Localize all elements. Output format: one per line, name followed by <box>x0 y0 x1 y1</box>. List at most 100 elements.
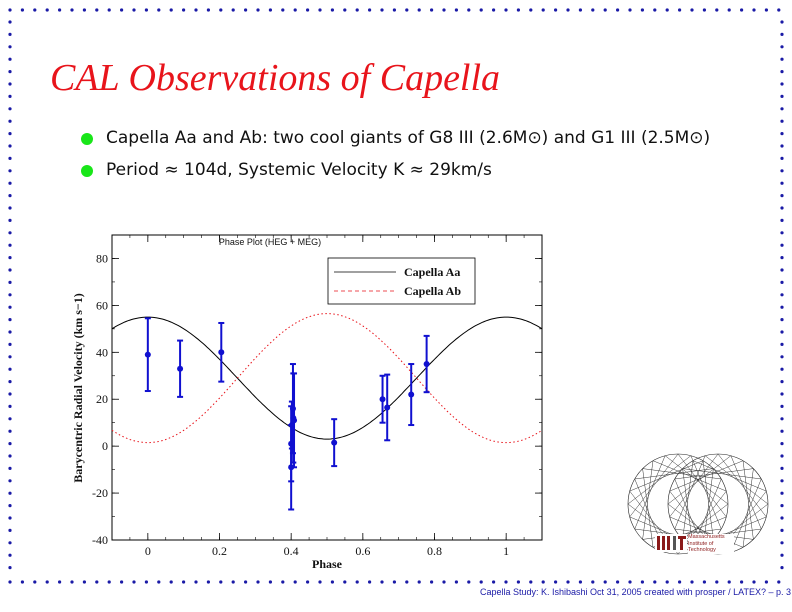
border-dot <box>780 107 784 111</box>
border-dot <box>368 580 372 584</box>
border-dot <box>454 8 458 12</box>
x-axis-label: Phase <box>312 557 343 571</box>
logo-chord <box>634 455 666 530</box>
legend-label-ab: Capella Ab <box>404 284 461 298</box>
slide-footer: Capella Study: K. Ishibashi Oct 31, 2005… <box>480 587 792 597</box>
mit-logo-bar <box>680 539 683 550</box>
border-dot <box>628 580 632 584</box>
border-dot <box>417 8 421 12</box>
border-dot <box>182 8 186 12</box>
border-dot <box>8 8 12 12</box>
border-dot <box>8 342 12 346</box>
data-point <box>144 351 151 358</box>
border-dot <box>780 194 784 198</box>
logo-chord <box>669 460 744 492</box>
border-dot <box>640 580 645 584</box>
border-dot <box>780 169 784 173</box>
border-dot <box>8 454 12 458</box>
border-dot <box>554 8 558 12</box>
border-dot <box>8 82 12 86</box>
border-dot <box>8 429 12 433</box>
border-dot <box>330 8 334 12</box>
border-dot <box>678 580 682 584</box>
border-dot <box>8 442 12 446</box>
border-dot <box>8 380 12 384</box>
border-dot <box>516 8 521 12</box>
border-dot <box>244 8 248 12</box>
border-dot <box>777 8 781 12</box>
border-dot <box>8 119 12 123</box>
border-dot <box>8 218 12 222</box>
logo-chord <box>634 468 714 480</box>
border-dot <box>132 8 136 12</box>
border-dot <box>780 206 784 210</box>
border-dot <box>380 580 384 584</box>
border-dot <box>690 580 694 584</box>
border-dot <box>492 8 496 12</box>
border-dot <box>107 8 111 12</box>
border-dot <box>578 8 583 12</box>
border-dot <box>194 8 198 12</box>
border-dot <box>8 169 12 173</box>
border-dot <box>380 8 384 12</box>
logo-chord <box>704 455 769 505</box>
border-dot <box>727 580 731 584</box>
bullet-2: Period ≈ 104d, Systemic Velocity K ≈ 29k… <box>106 160 492 180</box>
border-dot <box>8 293 12 297</box>
border-dot <box>430 8 434 12</box>
chart-title: Phase Plot (HEG + MEG) <box>219 237 321 247</box>
border-dot <box>70 580 74 584</box>
border-dot <box>33 8 37 12</box>
border-dot <box>780 305 784 309</box>
border-dot <box>430 580 434 584</box>
logo-chord <box>674 468 754 480</box>
border-dot <box>780 218 784 222</box>
border-dot <box>8 144 12 148</box>
border-dot <box>82 580 86 584</box>
border-dot <box>8 206 12 210</box>
border-dot <box>628 8 632 12</box>
border-dot <box>727 8 731 12</box>
border-dot <box>206 8 210 12</box>
mit-logo-bar <box>673 536 676 550</box>
border-dot <box>20 580 24 584</box>
logo-chord <box>682 460 694 540</box>
border-dot <box>665 580 669 584</box>
border-dot <box>293 580 297 584</box>
border-dot <box>8 32 12 37</box>
border-dot <box>95 580 99 584</box>
border-dot <box>355 8 359 12</box>
border-dot <box>591 8 595 12</box>
border-dot <box>780 404 784 408</box>
bullet-marker <box>81 133 93 145</box>
border-dot <box>780 330 784 334</box>
bullet-marker <box>81 165 93 177</box>
border-dot <box>355 580 359 584</box>
border-dot <box>182 580 186 584</box>
border-dot <box>8 194 12 198</box>
y-tick-label: 40 <box>96 345 108 359</box>
border-dot <box>132 580 136 584</box>
border-dot <box>8 20 12 24</box>
border-dot <box>281 580 285 584</box>
border-dot <box>268 580 272 584</box>
logo-chord <box>730 455 762 530</box>
border-dot <box>293 8 297 12</box>
border-dot <box>194 580 198 584</box>
logo-chord <box>652 460 727 492</box>
border-dot <box>8 504 12 508</box>
border-dot <box>467 580 471 584</box>
border-dot <box>780 70 784 74</box>
border-dot <box>752 8 756 12</box>
border-dot <box>566 8 570 12</box>
border-dot <box>8 318 12 322</box>
border-dot <box>566 580 570 584</box>
border-dot <box>306 8 310 12</box>
border-dot <box>529 8 533 12</box>
legend-box <box>327 257 476 305</box>
border-dot <box>492 580 496 584</box>
border-dot <box>780 504 784 508</box>
border-dot <box>764 8 769 12</box>
border-dot <box>417 580 421 584</box>
border-dot <box>467 8 471 12</box>
